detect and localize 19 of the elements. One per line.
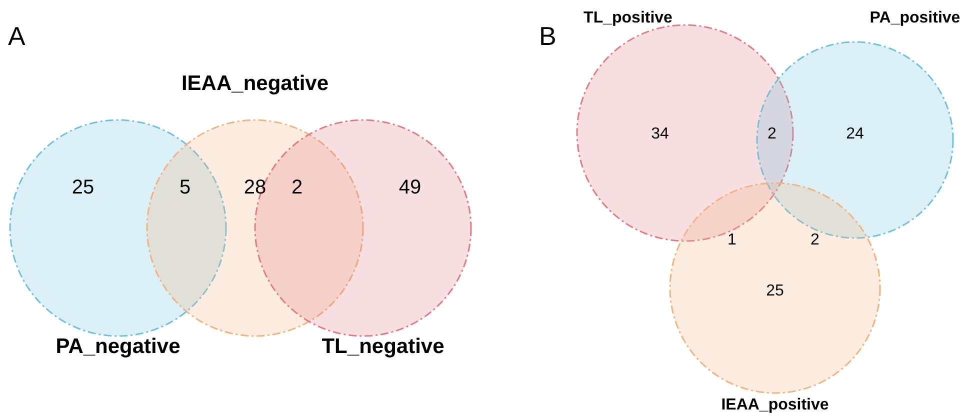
text: PA_negative xyxy=(56,334,180,358)
text: B xyxy=(539,21,556,52)
data-label: 2 xyxy=(768,125,777,142)
text: PA_positive xyxy=(870,9,960,26)
data-label: 25 xyxy=(72,176,94,199)
text: A xyxy=(8,21,26,52)
data-label: 34 xyxy=(651,125,669,142)
data-label: 28 xyxy=(244,176,266,199)
data-label: 2 xyxy=(291,176,303,199)
text: IEAA_positive xyxy=(721,396,829,414)
data-label: 5 xyxy=(179,176,191,199)
data-label: 24 xyxy=(846,125,864,142)
text: TL_negative xyxy=(322,334,444,358)
data-label: 49 xyxy=(398,176,422,199)
data-label: 2 xyxy=(810,231,820,248)
text: TL_positive xyxy=(584,9,673,26)
data-label: 25 xyxy=(766,282,784,300)
text: IEAA_negative xyxy=(181,72,329,95)
data-label: 1 xyxy=(728,231,737,248)
